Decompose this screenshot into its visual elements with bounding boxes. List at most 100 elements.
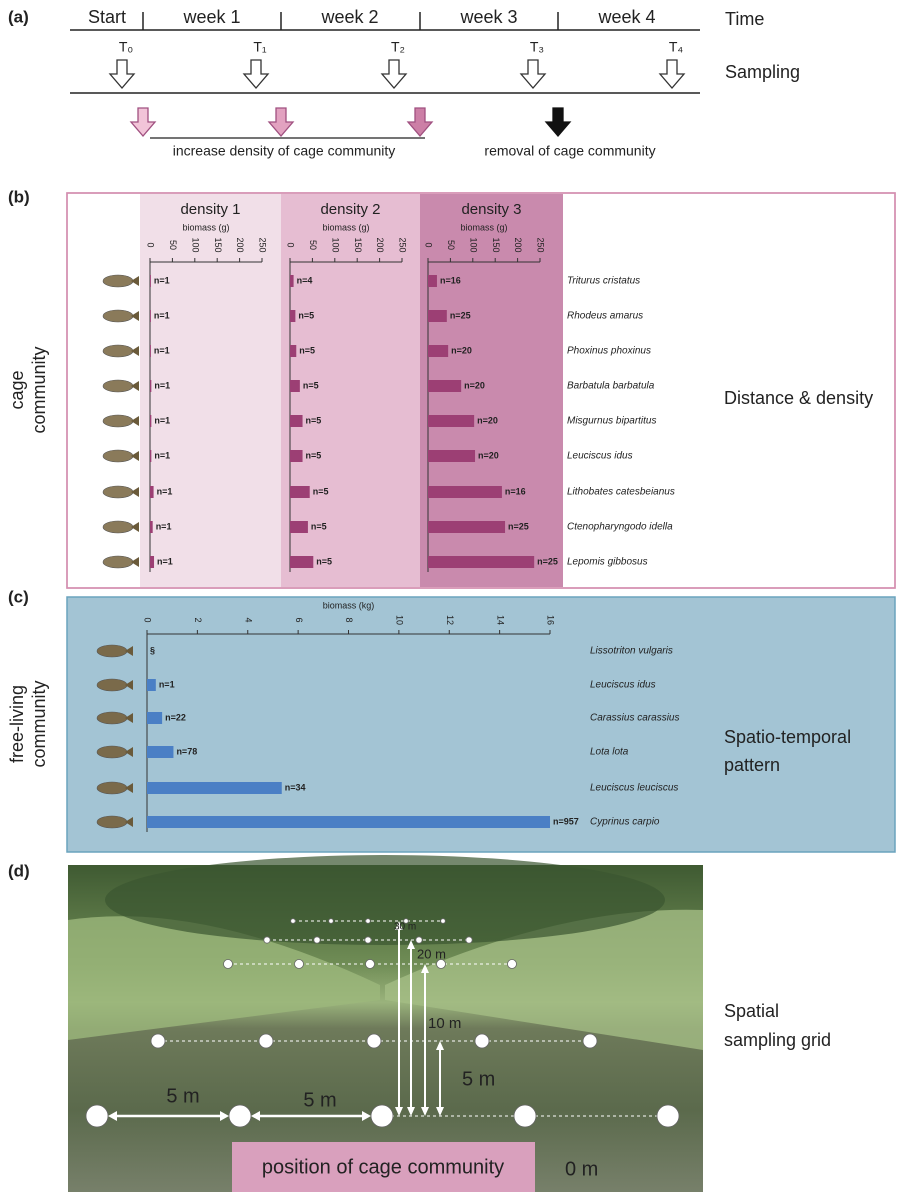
bar-annotation: n=1 — [157, 486, 173, 496]
bar-annotation: n=16 — [505, 486, 526, 496]
time-label: Time — [725, 9, 764, 29]
sampling-time: T₂ — [391, 39, 405, 55]
period-label: Start — [88, 7, 126, 27]
bar — [290, 521, 308, 533]
x-tick-label: 100 — [330, 237, 340, 252]
increase-label: increase density of cage community — [173, 143, 396, 159]
bar-annotation: n=5 — [306, 450, 322, 460]
sampling-point — [416, 937, 422, 943]
bar — [290, 415, 303, 427]
sampling-point — [371, 1105, 393, 1127]
bar-annotation: n=5 — [306, 415, 322, 425]
bar-annotation: n=25 — [537, 556, 558, 566]
arrow — [408, 108, 432, 136]
arrow — [269, 108, 293, 136]
panel-label: (d) — [8, 861, 30, 880]
bar-annotation: n=5 — [316, 556, 332, 566]
right-label: Spatial — [724, 1001, 779, 1021]
bar — [290, 310, 295, 322]
sampling-point — [259, 1034, 273, 1048]
x-tick-label: 150 — [491, 237, 501, 252]
bar-annotation: n=4 — [297, 275, 313, 285]
category-label: Leuciscus idus — [590, 680, 656, 691]
bar-annotation: n=5 — [311, 521, 327, 531]
category-label: Rhodeus amarus — [567, 311, 643, 322]
sampling-point — [583, 1034, 597, 1048]
side-label: cage — [7, 370, 27, 409]
category-label: Triturus cristatus — [567, 276, 640, 287]
x-tick-label: 50 — [168, 240, 178, 250]
bar-annotation: n=20 — [451, 345, 472, 355]
bar — [428, 556, 534, 568]
sampling-point — [367, 1034, 381, 1048]
bar-annotation: n=1 — [156, 521, 172, 531]
x-tick-label: 14 — [495, 615, 505, 625]
bar-annotation: n=20 — [464, 380, 485, 390]
x-tick-label: 250 — [398, 237, 408, 252]
sampling-time: T₄ — [669, 39, 684, 55]
x-axis-title: biomass (kg) — [323, 600, 375, 610]
period-label: week 3 — [459, 7, 517, 27]
sampling-point — [657, 1105, 679, 1127]
bar-annotation: n=34 — [285, 782, 306, 792]
bar — [150, 556, 154, 568]
x-tick-label: 0 — [286, 242, 296, 247]
sampling-point — [441, 919, 446, 924]
species-icon — [97, 746, 127, 758]
bar-annotation: n=25 — [450, 310, 471, 320]
bar — [147, 679, 156, 691]
x-tick-label: 200 — [235, 237, 245, 252]
sampling-point — [86, 1105, 108, 1127]
right-label: Distance & density — [724, 388, 873, 408]
right-label: pattern — [724, 755, 780, 775]
bar-annotation: n=78 — [176, 746, 197, 756]
category-label: Leuciscus leuciscus — [590, 783, 678, 794]
x-tick-label: 250 — [536, 237, 546, 252]
sampling-point — [329, 919, 334, 924]
sampling-point — [229, 1105, 251, 1127]
x-tick-label: 4 — [243, 617, 253, 622]
side-label: community — [29, 346, 49, 433]
sampling-time: T₁ — [253, 39, 267, 55]
series-title: density 3 — [461, 201, 521, 218]
bar — [150, 380, 151, 392]
x-axis-title: biomass (g) — [322, 222, 369, 232]
species-icon — [97, 712, 127, 724]
bar-annotation: n=957 — [553, 816, 579, 826]
x-tick-label: 100 — [468, 237, 478, 252]
arrow — [521, 60, 545, 88]
bar-annotation: n=16 — [440, 275, 461, 285]
species-icon — [103, 415, 133, 427]
category-label: Phoxinus phoxinus — [567, 346, 651, 357]
sampling-point — [365, 937, 371, 943]
x-axis-title: biomass (g) — [460, 222, 507, 232]
panel-label: (b) — [8, 187, 30, 206]
sampling-point — [264, 937, 270, 943]
removal-label: removal of cage community — [484, 143, 655, 159]
distance-label: 5 m — [462, 1068, 495, 1090]
bar — [147, 782, 282, 794]
category-label: Barbatula barbatula — [567, 381, 655, 392]
bar-annotation: n=20 — [478, 450, 499, 460]
bar — [290, 486, 310, 498]
bar — [290, 345, 296, 357]
distance-label: 10 m — [428, 1015, 461, 1032]
species-icon — [97, 645, 127, 657]
species-icon — [103, 521, 133, 533]
distance-label: 5 m — [303, 1089, 336, 1111]
category-label: Ctenopharyngodo idella — [567, 522, 673, 533]
bar-annotation: n=25 — [508, 521, 529, 531]
bar — [147, 816, 550, 828]
bar-annotation: n=1 — [154, 450, 170, 460]
category-label: Misgurnus bipartitus — [567, 416, 656, 427]
panel-label: (c) — [8, 587, 29, 606]
x-tick-label: 150 — [213, 237, 223, 252]
sampling-time: T₃ — [530, 39, 544, 55]
species-icon — [103, 275, 133, 287]
category-label: Lissotriton vulgaris — [590, 646, 673, 657]
bar — [150, 310, 151, 322]
bar-annotation: n=1 — [154, 275, 170, 285]
bar — [428, 275, 437, 287]
sampling-point — [508, 960, 517, 969]
bar-annotation: n=1 — [154, 310, 170, 320]
